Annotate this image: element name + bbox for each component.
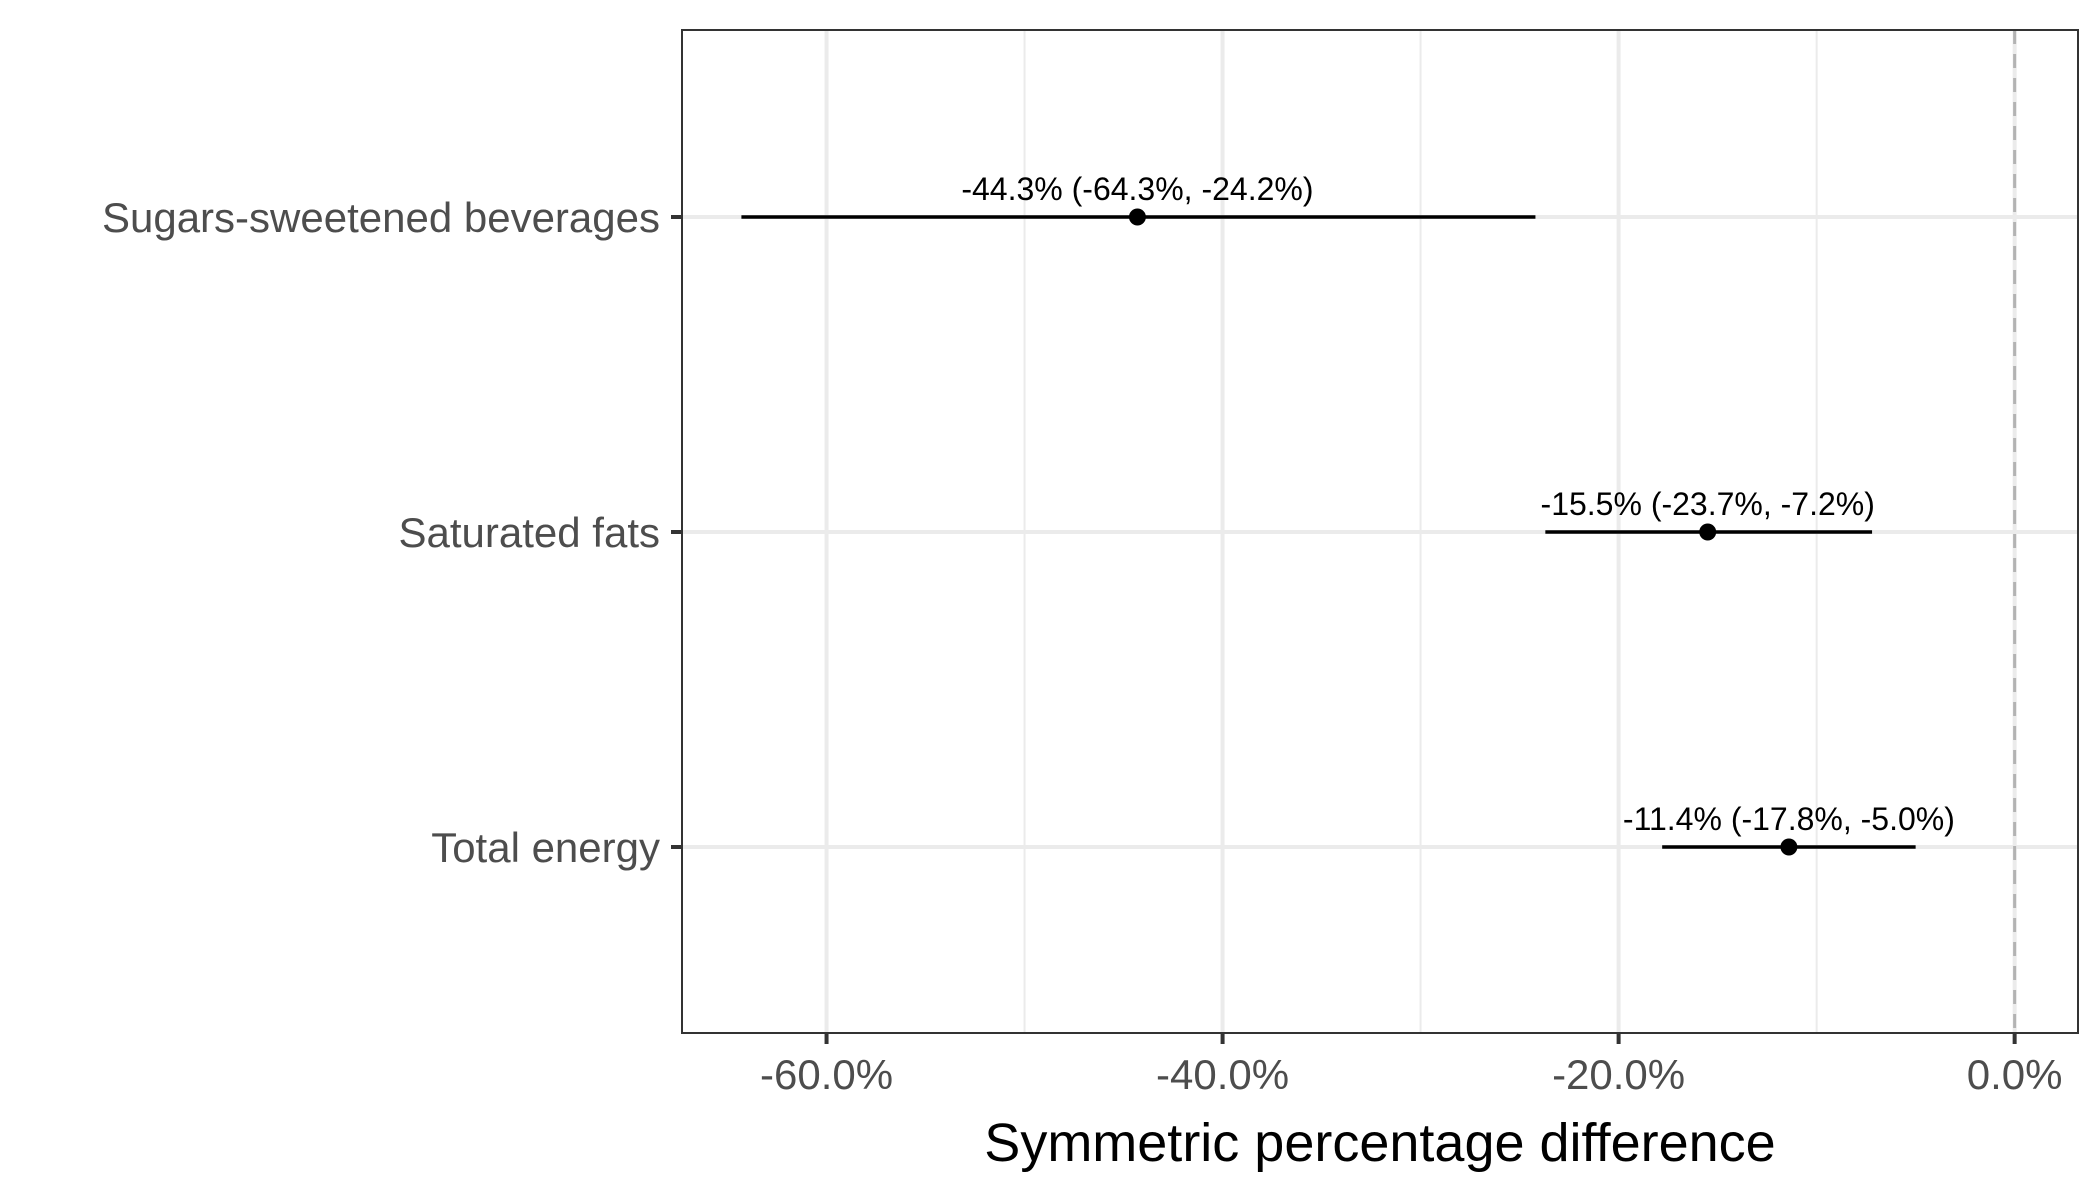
x-tick-label: 0.0% (1967, 1051, 2063, 1098)
ci-label: -15.5% (-23.7%, -7.2%) (1541, 486, 1875, 522)
ci-label: -44.3% (-64.3%, -24.2%) (961, 171, 1313, 207)
x-tick-label: -40.0% (1156, 1051, 1289, 1098)
x-tick-label: -60.0% (760, 1051, 893, 1098)
ci-label: -11.4% (-17.8%, -5.0%) (1623, 801, 1955, 837)
x-axis-title: Symmetric percentage difference (984, 1113, 1775, 1173)
y-tick-label: Sugars-sweetened beverages (102, 194, 660, 241)
x-tick-label: -20.0% (1552, 1051, 1685, 1098)
point-estimate (1780, 838, 1798, 856)
point-estimate (1699, 523, 1717, 541)
axis-layer: Sugars-sweetened beverages Saturated fats… (102, 194, 2063, 1098)
y-tick-label: Saturated fats (399, 509, 661, 556)
data-layer: -44.3% (-64.3%, -24.2%) -15.5% (-23.7%, -… (741, 171, 1955, 856)
point-estimate (1128, 208, 1146, 226)
y-tick-label: Total energy (431, 824, 660, 871)
